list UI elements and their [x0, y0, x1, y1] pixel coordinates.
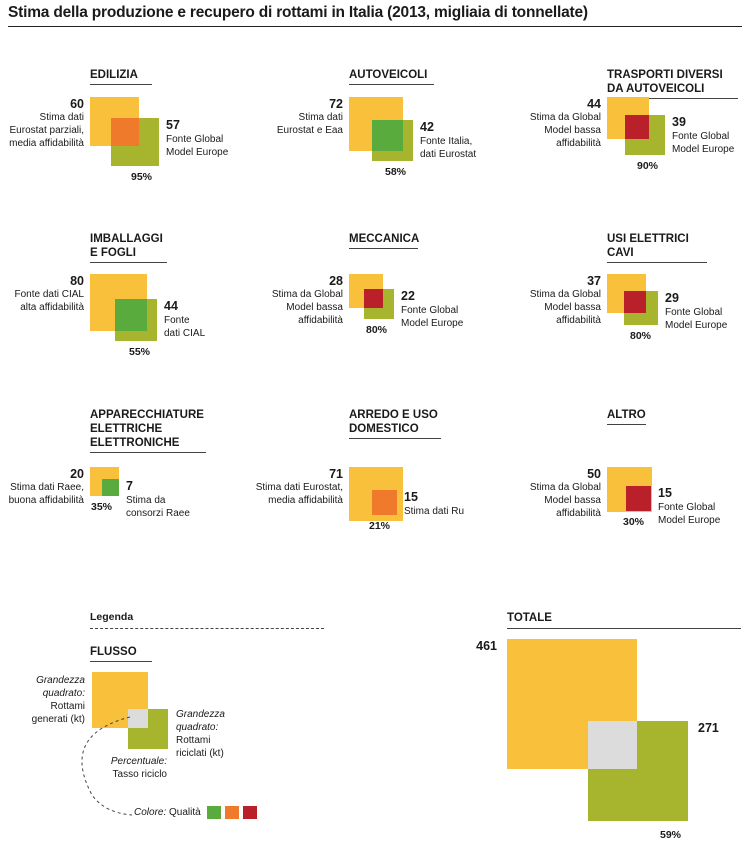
- cat-edilizia-recycled-value: 57: [166, 118, 180, 132]
- cat-usi-elettrici-generated-value: 37: [587, 274, 601, 288]
- cat-imballaggi-generated-value: 80: [70, 274, 84, 288]
- legend-percent-italic: Percentuale:: [110, 756, 167, 767]
- cat-altro-label: ALTRO: [607, 409, 646, 421]
- cat-trasporti-overlap-square: [625, 115, 649, 139]
- cat-edilizia-label: EDILIZIA: [90, 69, 138, 81]
- legend-dashed-arc: [81, 716, 133, 816]
- cat-arredo-label: ARREDO E USO DOMESTICO: [349, 409, 438, 435]
- legend-swatch-1: [225, 806, 239, 819]
- cat-edilizia-rate: 95%: [131, 171, 153, 183]
- total-generated-value: 461: [476, 639, 497, 653]
- title-divider: [8, 26, 742, 27]
- cat-edilizia-generated-value: 60: [70, 97, 84, 111]
- cat-autoveicoli-rate: 58%: [385, 166, 407, 178]
- cat-apparecchiature-generated-value: 20: [70, 467, 84, 481]
- legend-swatch-0: [207, 806, 221, 819]
- cat-usi-elettrici-recycled-value: 29: [665, 291, 679, 305]
- cat-usi-elettrici-overlap-square: [624, 291, 646, 313]
- cat-altro-generated-value: 50: [587, 467, 601, 481]
- legend-recycled-text: Rottami riciclati (kt): [176, 735, 224, 759]
- cat-autoveicoli-generated-value: 72: [329, 97, 343, 111]
- cat-apparecchiature-rate: 35%: [91, 501, 113, 513]
- cat-altro-recycled-value: 15: [658, 486, 672, 500]
- legend-color-italic: Colore:: [134, 807, 167, 818]
- legend-color-text: Qualità: [169, 807, 201, 818]
- legend-recycled-italic: Grandezza quadrato:: [176, 709, 225, 733]
- cat-altro-generated-note: Stima da Global Model bassa affidabilità: [529, 482, 601, 519]
- cat-apparecchiature-recycled-value: 7: [126, 479, 133, 493]
- cat-meccanica-rate: 80%: [366, 324, 388, 336]
- cat-edilizia-label-rule: [90, 84, 152, 85]
- cat-imballaggi-label-rule: [90, 262, 167, 263]
- total-label: TOTALE: [507, 612, 552, 624]
- total-rate: 59%: [660, 829, 682, 841]
- cat-autoveicoli-recycled-value: 42: [420, 120, 434, 134]
- cat-apparecchiature-generated-note: Stima dati Raee, buona affidabilità: [8, 482, 84, 506]
- cat-arredo-generated-value: 71: [329, 467, 343, 481]
- cat-usi-elettrici-label: USI ELETTRICI CAVI: [607, 233, 689, 259]
- cat-usi-elettrici-label-rule: [607, 262, 708, 263]
- cat-imballaggi-rate: 55%: [129, 346, 151, 358]
- cat-arredo-recycled-note: Stima dati Ru: [404, 506, 465, 517]
- cat-imballaggi-label: IMBALLAGGI E FOGLI: [90, 233, 163, 259]
- cat-edilizia-generated-note: Stima dati Eurostat parziali, media affi…: [9, 112, 84, 149]
- cat-arredo-rate: 21%: [369, 520, 391, 532]
- cat-arredo-overlap-square: [372, 490, 397, 515]
- legend-generated-italic: Grandezza quadrato:: [36, 675, 85, 699]
- legend-color-label: Colore: Qualità: [134, 806, 201, 819]
- cat-usi-elettrici-rate: 80%: [630, 330, 652, 342]
- cat-trasporti-recycled-note: Fonte Global Model Europe: [672, 131, 735, 155]
- cat-meccanica-overlap-square: [364, 289, 383, 308]
- cat-imballaggi-recycled-note: Fonte dati CIAL: [164, 315, 206, 339]
- legend-overlap-square: [128, 709, 148, 728]
- total-label-rule: [507, 628, 741, 629]
- cat-trasporti-generated-value: 44: [587, 97, 601, 111]
- cat-altro-label-rule: [607, 424, 646, 425]
- cat-apparecchiature-label-rule: [90, 452, 206, 453]
- cat-trasporti-recycled-value: 39: [672, 115, 686, 129]
- legend-flow-rule: [90, 661, 152, 662]
- chart-title: Stima della produzione e recupero di rot…: [8, 4, 588, 21]
- total-recycled-value: 271: [698, 721, 719, 735]
- legend-divider: [90, 628, 324, 629]
- cat-meccanica-label: MECCANICA: [349, 233, 420, 245]
- cat-trasporti-label: TRASPORTI DIVERSI DA AUTOVEICOLI: [607, 69, 723, 95]
- legend-swatch-2: [243, 806, 257, 819]
- cat-altro-rate: 30%: [623, 516, 645, 528]
- legend-percent-text: Tasso riciclo: [112, 769, 167, 780]
- legend-generated-text: Rottami generati (kt): [31, 701, 85, 725]
- cat-altro-overlap-square: [626, 486, 651, 511]
- legend-flow-label: FLUSSO: [90, 646, 137, 658]
- cat-trasporti-generated-note: Stima da Global Model bassa affidabilità: [529, 112, 601, 149]
- cat-arredo-label-rule: [349, 438, 442, 439]
- cat-usi-elettrici-generated-note: Stima da Global Model bassa affidabilità: [529, 289, 601, 326]
- cat-autoveicoli-overlap-square: [372, 120, 403, 151]
- legend-heading: Legenda: [90, 611, 134, 623]
- cat-autoveicoli-label: AUTOVEICOLI: [349, 69, 428, 81]
- cat-edilizia-overlap-square: [111, 118, 139, 146]
- cat-autoveicoli-recycled-note: Fonte Italia, dati Eurostat: [420, 136, 477, 160]
- total-overlap-square: [588, 721, 637, 769]
- cat-meccanica-recycled-value: 22: [401, 289, 415, 303]
- cat-apparecchiature-recycled-note: Stima da consorzi Raee: [126, 495, 190, 519]
- cat-usi-elettrici-recycled-note: Fonte Global Model Europe: [665, 307, 728, 331]
- cat-meccanica-label-rule: [349, 248, 419, 249]
- cat-trasporti-label-rule: [607, 98, 738, 99]
- cat-imballaggi-generated-note: Fonte dati CIAL alta affidabilità: [14, 289, 84, 313]
- cat-imballaggi-recycled-value: 44: [164, 299, 178, 313]
- cat-apparecchiature-overlap-square: [102, 479, 119, 496]
- cat-altro-recycled-note: Fonte Global Model Europe: [658, 502, 721, 526]
- cat-arredo-generated-note: Stima dati Eurostat, media affidabilità: [255, 482, 343, 506]
- cat-apparecchiature-label: APPARECCHIATURE ELETTRICHE ELETTRONICHE: [90, 409, 204, 449]
- cat-imballaggi-overlap-square: [115, 299, 147, 331]
- cat-trasporti-rate: 90%: [637, 160, 659, 172]
- cat-meccanica-generated-note: Stima da Global Model bassa affidabilità: [271, 289, 343, 326]
- cat-autoveicoli-generated-note: Stima dati Eurostat e Eaa: [276, 112, 343, 136]
- cat-meccanica-recycled-note: Fonte Global Model Europe: [401, 305, 464, 329]
- cat-autoveicoli-label-rule: [349, 84, 434, 85]
- cat-meccanica-generated-value: 28: [329, 274, 343, 288]
- cat-arredo-recycled-value: 15: [404, 490, 418, 504]
- cat-edilizia-recycled-note: Fonte Global Model Europe: [166, 134, 229, 158]
